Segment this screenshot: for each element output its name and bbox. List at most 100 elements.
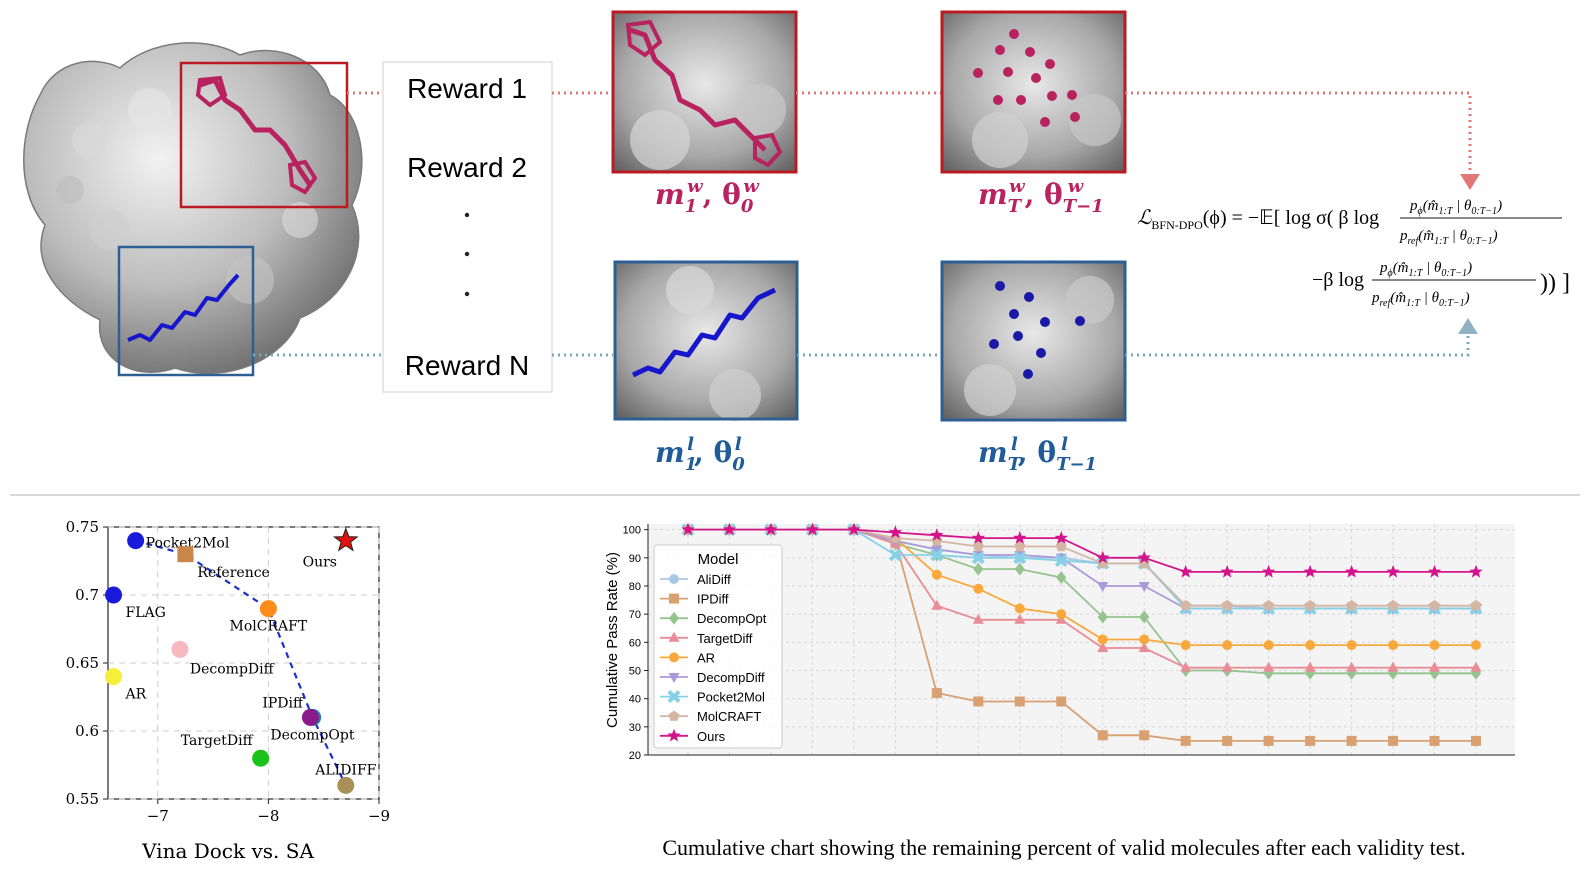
label-alidiff: ALIDIFF [314, 762, 376, 778]
point-ipdiff [1429, 735, 1440, 746]
point-ours [1262, 564, 1276, 578]
point-ipdiff [931, 688, 942, 699]
reward-n-label: Reward N [405, 350, 529, 381]
vina-dock-vs-sa-scatter: 0.55 0.6 0.65 0.7 0.75 −7 −8 −9 Pocket2Mol Refe… [66, 518, 390, 863]
scatter-x-axis-label: Vina Dock vs. SA [141, 839, 314, 863]
equation-line-1: ℒBFN-DPO(ϕ) = −𝔼[ log σ( β log [1137, 207, 1379, 232]
cumulative-legend: Model AliDiff IPDiff DecompOpt TargetDiff AR… [653, 544, 783, 749]
series-line-ours [688, 528, 1476, 573]
point-pocket2mol [971, 551, 985, 565]
point-ar [1222, 640, 1233, 651]
point-reference [177, 546, 194, 563]
label-ipdiff: IPDiff [262, 695, 304, 711]
point-decompdiff [931, 545, 943, 556]
point-ar [1305, 640, 1316, 651]
cumulative-y-ticks: 20 30 40 50 60 70 80 90 100 [623, 525, 648, 762]
lose-first-step-image [613, 260, 799, 421]
point-decompopt [1139, 610, 1150, 624]
point-ipdiff [1014, 696, 1025, 707]
point-ours [1096, 550, 1110, 564]
scatter-grid [108, 526, 380, 800]
point-molcraft [1263, 599, 1275, 611]
win-last-step-image [940, 10, 1127, 174]
legend-item-molcraft: MolCRAFT [660, 709, 761, 724]
point-ar [1263, 640, 1274, 651]
point-pocket2mol [930, 548, 944, 562]
legend-label-targetdiff: TargetDiff [697, 631, 753, 646]
point-ours [333, 527, 359, 552]
point-ours [1303, 564, 1317, 578]
point-decompopt [1097, 610, 1108, 624]
point-alidiff [337, 776, 355, 794]
point-ar [1388, 640, 1399, 651]
point-ar [1097, 634, 1108, 645]
legend-label-decompdiff: DecompDiff [697, 670, 765, 685]
legend-marker-ours [667, 728, 681, 742]
point-ar [973, 583, 984, 594]
scatter-y-tick-label: 0.55 [66, 790, 99, 808]
point-decompdiff [1138, 581, 1150, 592]
point-pocket2mol [127, 532, 145, 550]
scatter-points: Pocket2Mol Reference Ours FLAG MolCRAFT Decom… [105, 527, 377, 794]
cumulative-y-tick-label: 60 [629, 637, 641, 649]
label-pocket2mol: Pocket2Mol [146, 536, 230, 552]
legend-marker-ipdiff [669, 593, 679, 604]
point-ar [1346, 640, 1357, 651]
point-ipdiff [1346, 735, 1357, 746]
point-targetdiff [1304, 661, 1316, 672]
frac-lose-denominator: pref(m̂1:T | θ0:T−1) [1371, 290, 1470, 309]
cumulative-y-tick-label: 90 [629, 553, 641, 565]
scatter-y-ticks: 0.55 0.6 0.65 0.7 0.75 [66, 518, 108, 808]
point-ar [1014, 603, 1025, 614]
point-molcraft [1055, 540, 1067, 552]
point-decompopt [973, 562, 984, 576]
point-ipdiff [1471, 735, 1481, 746]
point-flag [105, 586, 123, 604]
point-ours [888, 525, 902, 539]
point-molcraft [1470, 599, 1482, 611]
cumulative-chart-caption: Cumulative chart showing the remaining p… [662, 835, 1465, 860]
point-ipdiff [1388, 735, 1399, 746]
point-ipdiff [1263, 735, 1274, 746]
point-molcraft [1180, 599, 1192, 611]
point-targetdiff [1429, 661, 1441, 672]
point-ours [930, 528, 944, 541]
frac-win-numerator: pϕ(m̂1:T | θ0:T−1) [1409, 198, 1502, 217]
label-decompopt: DecompOpt [270, 727, 354, 743]
legend-label-pocket2mol: Pocket2Mol [697, 690, 765, 705]
point-targetdiff [1138, 641, 1150, 652]
legend-marker-decompopt [669, 611, 679, 625]
point-ours [1386, 564, 1400, 578]
point-ours [1179, 564, 1193, 578]
label-ar: AR [125, 687, 147, 703]
point-ar [105, 668, 123, 686]
legend-title: Model [698, 551, 739, 568]
cumulative-y-tick-label: 50 [629, 665, 641, 677]
label-reference: Reference [197, 565, 269, 581]
legend-label-molcraft: MolCRAFT [697, 709, 761, 724]
point-pocket2mol [1054, 554, 1068, 568]
cumulative-y-tick-label: 80 [629, 581, 641, 593]
lose-last-label: mTl, θT−1l [978, 434, 1097, 475]
scatter-x-ticks: −7 −8 −9 [147, 799, 390, 825]
cumulative-y-axis-label: Cumulative Pass Rate (%) [604, 552, 621, 728]
point-molcraft [1014, 540, 1026, 552]
legend-item-decompdiff: DecompDiff [660, 670, 765, 685]
equation-close: )) ] [1540, 270, 1570, 296]
legend-marker-molcraft [668, 710, 680, 721]
scatter-y-tick-label: 0.65 [66, 654, 99, 672]
point-ipdiff [973, 696, 984, 707]
scatter-y-tick-label: 0.6 [75, 722, 99, 740]
lose-path-4 [1125, 332, 1470, 357]
legend-marker-pocket2mol [667, 690, 681, 704]
cumulative-series [681, 522, 1483, 746]
point-ipdiff [1180, 735, 1191, 746]
point-ipdiff [1097, 730, 1108, 741]
label-targetdiff: TargetDiff [181, 733, 254, 749]
win-last-label: mTw, θT−1w [978, 176, 1104, 217]
legend-label-alidiff: AliDiff [697, 572, 731, 587]
point-molcraft [1221, 599, 1233, 611]
legend-marker-ar [669, 652, 679, 663]
legend-label-ipdiff: IPDiff [697, 592, 729, 607]
point-targetdiff [252, 749, 270, 767]
